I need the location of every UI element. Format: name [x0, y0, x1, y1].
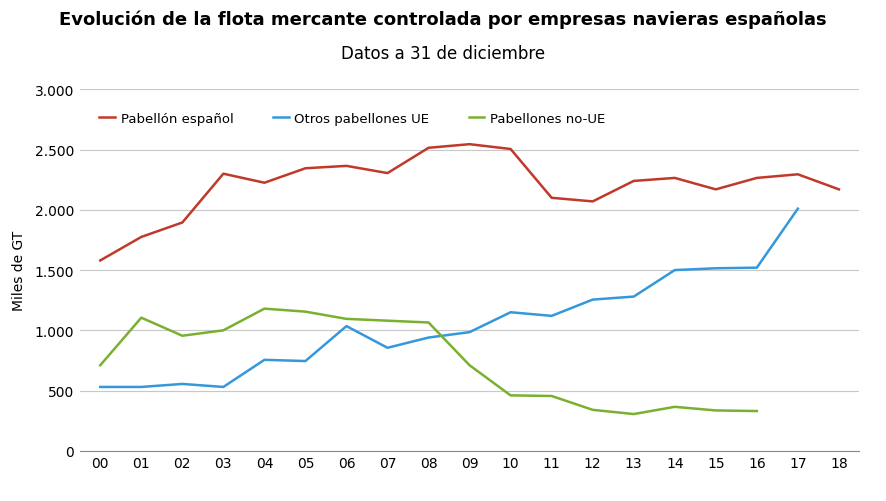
- Otros pabellones UE: [628, 294, 639, 300]
- Pabellón español: [628, 178, 639, 184]
- Pabellones no-UE: [628, 411, 639, 417]
- Pabellón español: [136, 234, 146, 240]
- Line: Pabellones no-UE: Pabellones no-UE: [100, 309, 757, 414]
- Pabellones no-UE: [547, 393, 557, 399]
- Pabellones no-UE: [259, 306, 269, 312]
- Pabellones no-UE: [95, 363, 105, 369]
- Pabellón español: [587, 199, 598, 205]
- Otros pabellones UE: [751, 265, 762, 271]
- Otros pabellones UE: [670, 268, 680, 274]
- Pabellón español: [711, 187, 721, 193]
- Line: Pabellón español: Pabellón español: [100, 145, 839, 261]
- Pabellones no-UE: [136, 315, 146, 321]
- Pabellón español: [793, 172, 804, 178]
- Pabellón español: [259, 180, 269, 186]
- Pabellones no-UE: [382, 318, 392, 324]
- Pabellón español: [95, 258, 105, 264]
- Otros pabellones UE: [136, 384, 146, 390]
- Y-axis label: Miles de GT: Miles de GT: [12, 230, 27, 311]
- Otros pabellones UE: [547, 313, 557, 319]
- Otros pabellones UE: [505, 310, 516, 316]
- Otros pabellones UE: [711, 266, 721, 272]
- Otros pabellones UE: [587, 297, 598, 303]
- Pabellones no-UE: [464, 363, 475, 369]
- Pabellones no-UE: [751, 408, 762, 414]
- Pabellones no-UE: [670, 404, 680, 410]
- Otros pabellones UE: [424, 335, 434, 341]
- Pabellón español: [505, 147, 516, 153]
- Otros pabellones UE: [382, 345, 392, 351]
- Pabellones no-UE: [587, 407, 598, 413]
- Otros pabellones UE: [259, 357, 269, 363]
- Pabellones no-UE: [341, 316, 352, 322]
- Otros pabellones UE: [177, 381, 188, 387]
- Otros pabellones UE: [341, 324, 352, 330]
- Otros pabellones UE: [218, 384, 229, 390]
- Otros pabellones UE: [95, 384, 105, 390]
- Line: Otros pabellones UE: Otros pabellones UE: [100, 209, 798, 387]
- Pabellón español: [464, 142, 475, 148]
- Pabellón español: [341, 163, 352, 169]
- Pabellones no-UE: [711, 408, 721, 414]
- Pabellón español: [834, 187, 844, 193]
- Pabellón español: [300, 166, 311, 172]
- Pabellones no-UE: [505, 393, 516, 399]
- Pabellones no-UE: [218, 328, 229, 334]
- Pabellón español: [218, 171, 229, 177]
- Pabellón español: [382, 171, 392, 177]
- Pabellones no-UE: [424, 320, 434, 326]
- Text: Evolución de la flota mercante controlada por empresas navieras españolas: Evolución de la flota mercante controlad…: [59, 10, 827, 29]
- Otros pabellones UE: [300, 358, 311, 364]
- Pabellón español: [547, 195, 557, 201]
- Pabellón español: [177, 220, 188, 226]
- Pabellones no-UE: [300, 309, 311, 315]
- Legend: Pabellón español, Otros pabellones UE, Pabellones no-UE: Pabellón español, Otros pabellones UE, P…: [94, 108, 610, 131]
- Otros pabellones UE: [464, 330, 475, 336]
- Pabellón español: [424, 145, 434, 151]
- Pabellón español: [670, 175, 680, 181]
- Otros pabellones UE: [793, 206, 804, 212]
- Pabellón español: [751, 175, 762, 181]
- Text: Datos a 31 de diciembre: Datos a 31 de diciembre: [341, 45, 545, 63]
- Pabellones no-UE: [177, 333, 188, 339]
